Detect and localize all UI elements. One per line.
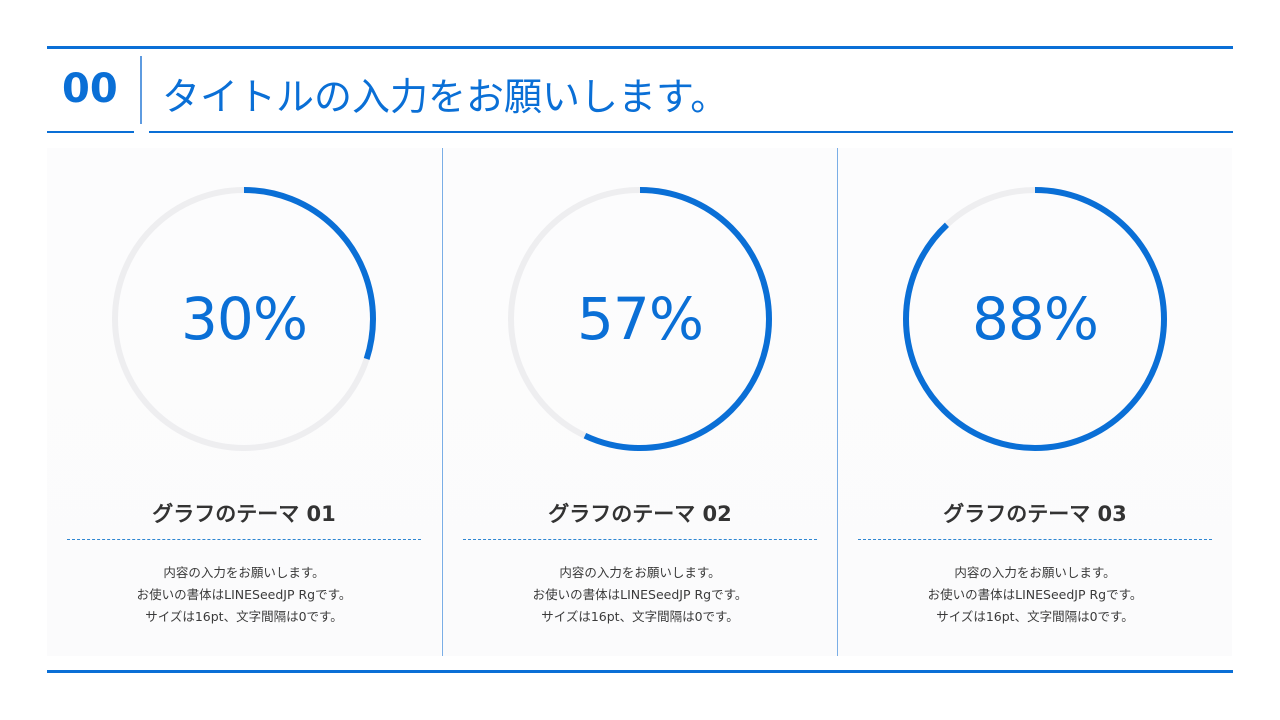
donut-ring-2 [508,187,772,451]
donut-chart-2: 57% [507,186,773,452]
title-divider [140,56,142,124]
percent-label: 57% [577,285,704,353]
chart-panel-1: 30% グラフのテーマ 01 内容の入力をお願いします。 お使いの書体はLINE… [47,148,441,656]
header-bottom-rule-left [47,131,134,133]
description: 内容の入力をお願いします。 お使いの書体はLINESeedJP Rgです。 サイ… [532,565,748,624]
percent-label: 30% [181,285,308,353]
description: 内容の入力をお願いします。 お使いの書体はLINESeedJP Rgです。 サイ… [136,565,352,624]
dotted-divider [67,539,421,540]
header-bottom-rule-right [149,131,1233,133]
dotted-divider [858,539,1212,540]
description: 内容の入力をお願いします。 お使いの書体はLINESeedJP Rgです。 サイ… [927,565,1143,624]
chart-title: グラフのテーマ 03 [943,502,1127,526]
chart-title: グラフのテーマ 01 [152,502,336,526]
donut-chart-1: 30% [111,186,377,452]
page-title: タイトルの入力をお願いします。 [162,75,729,119]
donut-ring-3 [903,187,1167,451]
chart-panel-3: 88% グラフのテーマ 03 内容の入力をお願いします。 お使いの書体はLINE… [838,148,1232,656]
donut-ring-1 [112,187,376,451]
dotted-divider [463,539,817,540]
header-top-rule [47,46,1233,49]
chart-title: グラフのテーマ 02 [548,502,732,526]
chart-panel-2: 57% グラフのテーマ 02 内容の入力をお願いします。 お使いの書体はLINE… [443,148,837,656]
footer-rule [47,670,1233,673]
donut-chart-3: 88% [902,186,1168,452]
section-number: 00 [62,66,118,112]
percent-label: 88% [972,285,1099,353]
